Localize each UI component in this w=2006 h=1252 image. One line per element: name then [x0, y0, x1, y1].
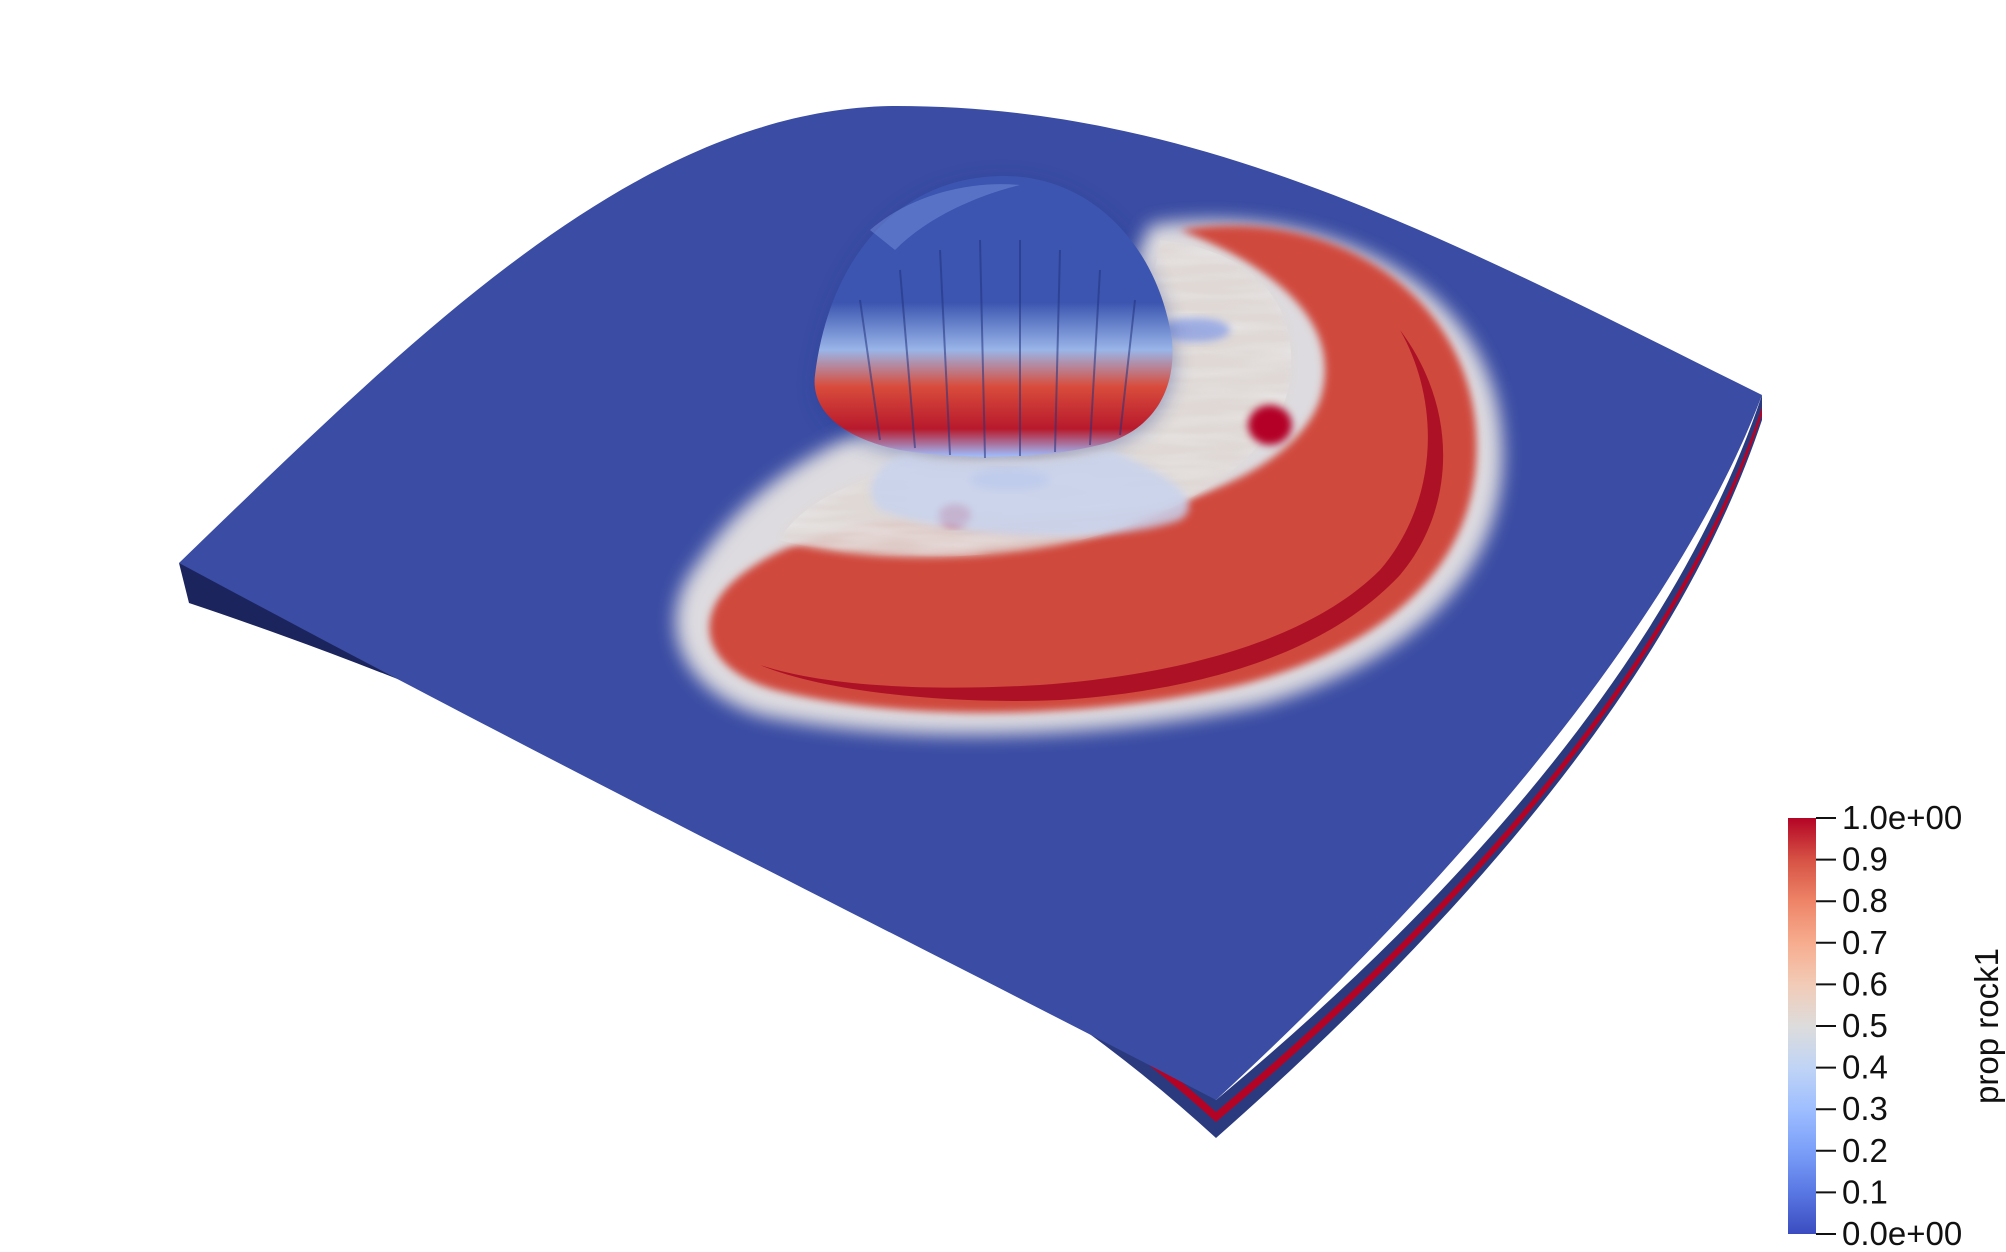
dome-ridges — [859, 239, 1136, 459]
dome-base-mixed — [870, 450, 1190, 537]
dome-highlight — [870, 184, 1020, 250]
slab-side-right — [1216, 395, 1762, 1138]
deposit-blue-patch-2 — [1160, 318, 1230, 342]
dome — [814, 175, 1173, 457]
deposit-red-fan — [709, 225, 1477, 713]
deposit-red-spot-right — [1248, 405, 1292, 445]
